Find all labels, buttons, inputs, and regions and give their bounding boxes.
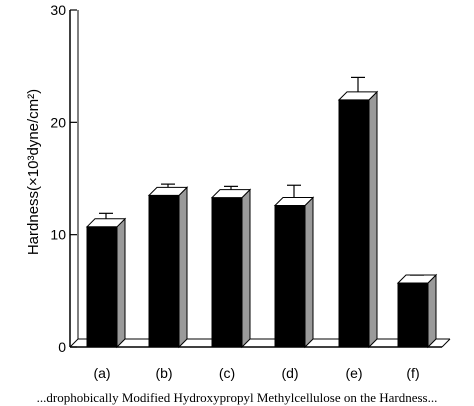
y-tick-label: 30 (50, 2, 66, 18)
bar-side (178, 186, 188, 349)
x-category-label: (a) (93, 365, 110, 381)
bar-side (241, 188, 251, 349)
bar-top (147, 186, 189, 196)
y-tick-label: 10 (50, 227, 66, 243)
x-category-label: (d) (281, 365, 298, 381)
bar-side (427, 273, 437, 349)
bar (86, 226, 118, 348)
y-axis-title: Hardness(×10³dyne/cm²) (25, 89, 42, 255)
labels: Hardness(×10³dyne/cm²) 0 10 20 30 (a) (b) (c) (… (25, 2, 420, 381)
bars (85, 76, 438, 349)
bar (338, 99, 370, 348)
figure-caption: ...drophobically Modified Hydroxypropyl … (36, 390, 438, 405)
bar-side (116, 217, 126, 349)
floor-right-edge (441, 338, 451, 348)
x-category-label: (b) (155, 365, 172, 381)
bar-top (210, 189, 252, 199)
x-category-label: (c) (219, 365, 235, 381)
bar (211, 197, 243, 348)
bar (148, 194, 180, 348)
y-tick-label: 20 (50, 114, 66, 130)
y-tick-label: 0 (58, 339, 66, 355)
bar (397, 282, 429, 348)
x-category-label: (f) (406, 365, 419, 381)
bar-top (396, 274, 438, 284)
bar-side (304, 196, 314, 349)
bar-top (273, 196, 315, 206)
bar-top (337, 91, 379, 101)
axis-depth-corner (69, 338, 79, 348)
bar-side (368, 90, 378, 349)
x-category-label: (e) (345, 365, 362, 381)
axes (69, 9, 451, 348)
bar-top (85, 218, 127, 228)
bar (274, 204, 306, 348)
